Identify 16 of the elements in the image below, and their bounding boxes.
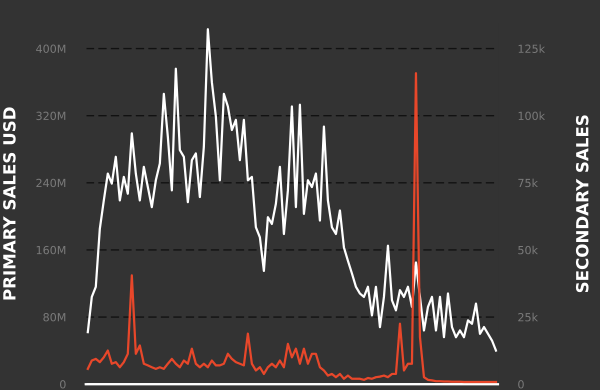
y2-tick-label: 50k bbox=[518, 246, 538, 254]
y2-tick-label: 125k bbox=[518, 44, 546, 53]
y-tick-label: 240M bbox=[36, 178, 66, 188]
y-tick-label: 80M bbox=[43, 313, 66, 322]
y-axis-title: PRIMARY SALES USD bbox=[3, 107, 16, 300]
y2-tick-label: 0 bbox=[518, 380, 524, 389]
y2-tick-label: 75k bbox=[518, 178, 538, 188]
y2-axis-title: SECONDARY SALES bbox=[576, 115, 589, 292]
y2-tick-label: 25k bbox=[518, 312, 538, 322]
y-tick-label: 320M bbox=[36, 112, 66, 120]
y-tick-label: 160M bbox=[36, 246, 66, 254]
y-tick-label: 400M bbox=[36, 44, 66, 53]
y2-tick-label: 100k bbox=[518, 111, 546, 120]
y-tick-label: 0 bbox=[60, 380, 66, 389]
line-series bbox=[86, 72, 498, 384]
line-series bbox=[86, 28, 498, 352]
